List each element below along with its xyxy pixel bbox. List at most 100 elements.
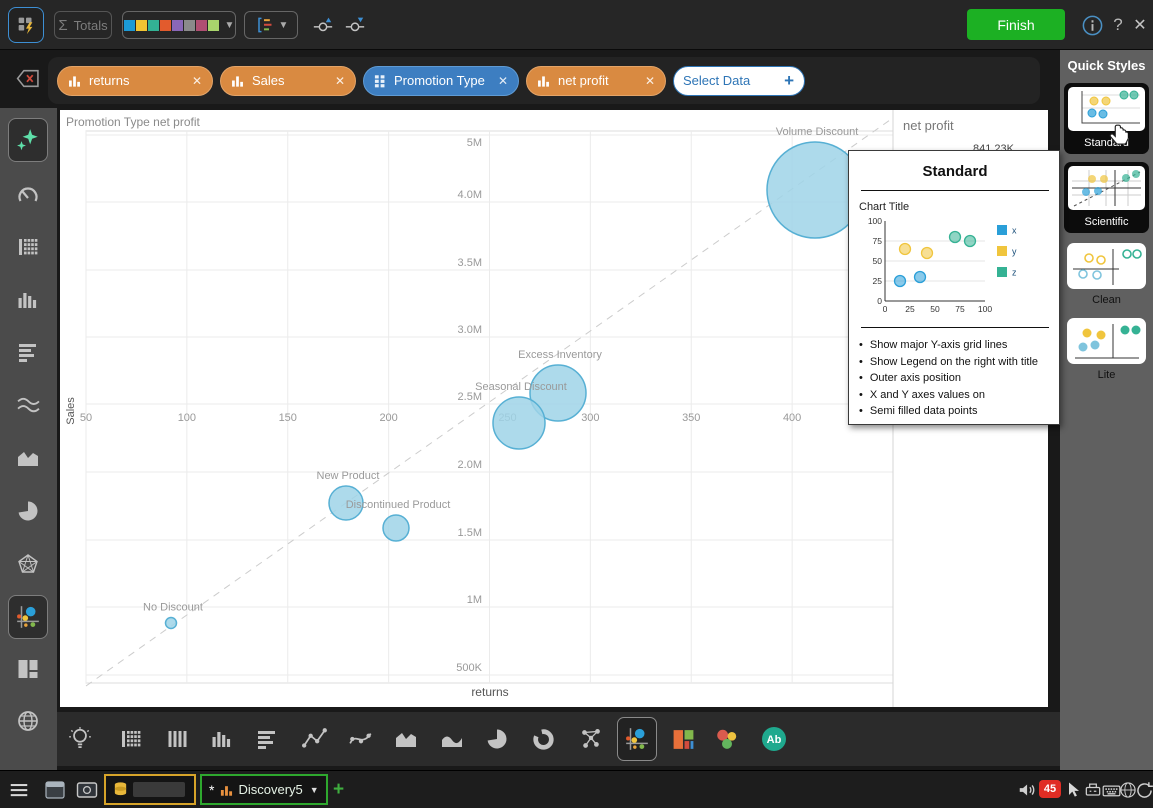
palette-swatches [123, 19, 219, 31]
sidebar-item-area-chart[interactable] [8, 436, 48, 480]
sort-list-icon [254, 15, 274, 35]
bubble-label: Discontinued Product [346, 499, 451, 511]
volume-icon[interactable] [1016, 778, 1040, 802]
toolbar-item-treemap-color[interactable] [663, 717, 703, 761]
close-icon[interactable]: ✕ [191, 73, 202, 88]
toolbar-item-area-alt[interactable] [432, 717, 472, 761]
feature-bullet: • X and Y axes values on [859, 387, 1055, 404]
measure-bars-icon [67, 73, 82, 88]
bubble-label: Excess Inventory [518, 349, 602, 361]
pill-label: Sales [252, 73, 285, 88]
link-up-button[interactable] [308, 11, 338, 39]
quick-style-card-clean[interactable] [1067, 243, 1146, 289]
palette-swatch [183, 19, 195, 31]
close-icon[interactable]: ✕ [1133, 17, 1147, 34]
toolbar-item-pie-chart[interactable] [477, 717, 517, 761]
x-tick-label: 150 [279, 412, 297, 424]
toolbar-item-line-scatter[interactable] [295, 717, 335, 761]
toolbar-item-columns[interactable] [157, 717, 197, 761]
toolbar-item-area-chart[interactable] [386, 717, 426, 761]
quick-style-card-scientific[interactable]: Scientific [1064, 162, 1149, 233]
globe-icon[interactable] [1117, 778, 1139, 802]
cursor-tool-icon[interactable] [1063, 778, 1085, 802]
sidebar-item-sparkles[interactable] [8, 118, 48, 162]
plus-icon[interactable]: + [784, 70, 794, 90]
sidebar-item-hbar-chart[interactable] [8, 330, 48, 374]
totals-label: Totals [73, 17, 108, 33]
close-icon[interactable]: ✕ [497, 73, 508, 88]
sidebar-item-waves[interactable] [8, 382, 48, 426]
notification-badge[interactable]: 45 [1039, 780, 1061, 798]
field-pill-promotion-type[interactable]: Promotion Type ✕ [363, 65, 519, 96]
y-tick-label: 5M [467, 137, 482, 149]
toolbar-item-table[interactable] [111, 717, 151, 761]
popup-feature-list: • Show major Y-axis grid lines • Show Legen… [859, 337, 1055, 420]
totals-button[interactable]: Σ Totals [54, 11, 112, 39]
sidebar-item-bar-chart[interactable] [8, 278, 48, 322]
toolbar-item-scatter-chart[interactable] [617, 717, 657, 761]
keyboard-icon[interactable] [1100, 778, 1122, 802]
sidebar-item-scatter-chart[interactable] [8, 595, 48, 639]
attribute-grid-icon [373, 74, 387, 88]
feature-bullet: • Semi filled data points [859, 403, 1055, 420]
close-icon[interactable]: ✕ [644, 73, 655, 88]
sort-dropdown[interactable]: ▼ [244, 11, 298, 39]
hamburger-icon[interactable] [6, 778, 32, 802]
sidebar-item-radar-chart[interactable] [8, 542, 48, 586]
x-tick-label: 300 [581, 412, 599, 424]
popup-mini-chart-title: Chart Title [859, 201, 910, 213]
mini-point [898, 242, 912, 256]
auto-chart-button[interactable] [8, 7, 44, 43]
pie-chart-icon [16, 499, 40, 523]
sidebar-item-treemap[interactable] [8, 647, 48, 691]
close-icon[interactable]: ✕ [334, 73, 345, 88]
feature-bullet: • Outer axis position [859, 370, 1055, 387]
chart-type-toolbar: Ab [57, 712, 1060, 766]
toolbar-item-bar-chart[interactable] [202, 717, 242, 761]
treemap-color-icon [671, 727, 696, 752]
color-palette-dropdown[interactable]: ▼ [122, 11, 236, 39]
database-window-button[interactable] [104, 774, 196, 805]
discovery-window-button[interactable]: * Discovery5 ▼ [200, 774, 328, 805]
mini-point [893, 274, 907, 288]
divider [861, 190, 1049, 191]
file-manager-icon[interactable] [42, 778, 68, 802]
toolbar-item-cluster-bubbles[interactable] [707, 717, 747, 761]
field-pill-select-data[interactable]: Select Data + [673, 65, 805, 96]
sidebar-item-gauge[interactable] [8, 174, 48, 218]
field-pill-returns[interactable]: returns ✕ [57, 65, 213, 96]
bullet-dot: • [859, 355, 863, 368]
waves-icon [16, 392, 41, 417]
scatter-plot[interactable]: 501001502002503003504005M4.0M3.5M3.0M2.5… [60, 110, 1048, 707]
field-pill-net-profit[interactable]: net profit ✕ [526, 65, 666, 96]
map-globe-icon [16, 709, 40, 733]
toolbar-item-lightbulb[interactable] [60, 717, 100, 761]
mini-legend-label: x [1012, 226, 1017, 236]
screenshot-icon[interactable] [74, 778, 100, 802]
quick-style-card-lite[interactable] [1067, 318, 1146, 364]
curve-scatter-icon [348, 726, 374, 752]
network-device-icon[interactable] [1082, 778, 1104, 802]
info-icon[interactable] [1080, 13, 1104, 37]
mini-legend-label: y [1012, 247, 1017, 257]
refresh-icon[interactable] [1133, 778, 1153, 802]
mini-x-tick: 75 [955, 304, 965, 314]
toolbar-item-curve-scatter[interactable] [341, 717, 381, 761]
new-tab-button[interactable]: + [333, 779, 345, 800]
sidebar-item-pie-chart[interactable] [8, 489, 48, 533]
toolbar-item-ab-label[interactable]: Ab [754, 717, 794, 761]
help-icon[interactable]: ? [1113, 15, 1123, 34]
toolbar-item-donut-chart[interactable] [523, 717, 563, 761]
mini-legend-label: z [1012, 268, 1017, 278]
link-down-button[interactable] [340, 11, 370, 39]
remove-field-backspace-icon[interactable] [12, 64, 42, 92]
palette-swatch [207, 19, 219, 31]
sidebar-item-table[interactable] [8, 225, 48, 269]
toolbar-item-network-chart[interactable] [571, 717, 611, 761]
bullet-text: Semi filled data points [869, 405, 978, 417]
sidebar-item-map-globe[interactable] [8, 699, 48, 743]
finish-button[interactable]: Finish [967, 9, 1065, 40]
mini-legend-swatch [997, 246, 1007, 256]
field-pill-sales[interactable]: Sales ✕ [220, 65, 356, 96]
toolbar-item-hbar-chart[interactable] [247, 717, 287, 761]
